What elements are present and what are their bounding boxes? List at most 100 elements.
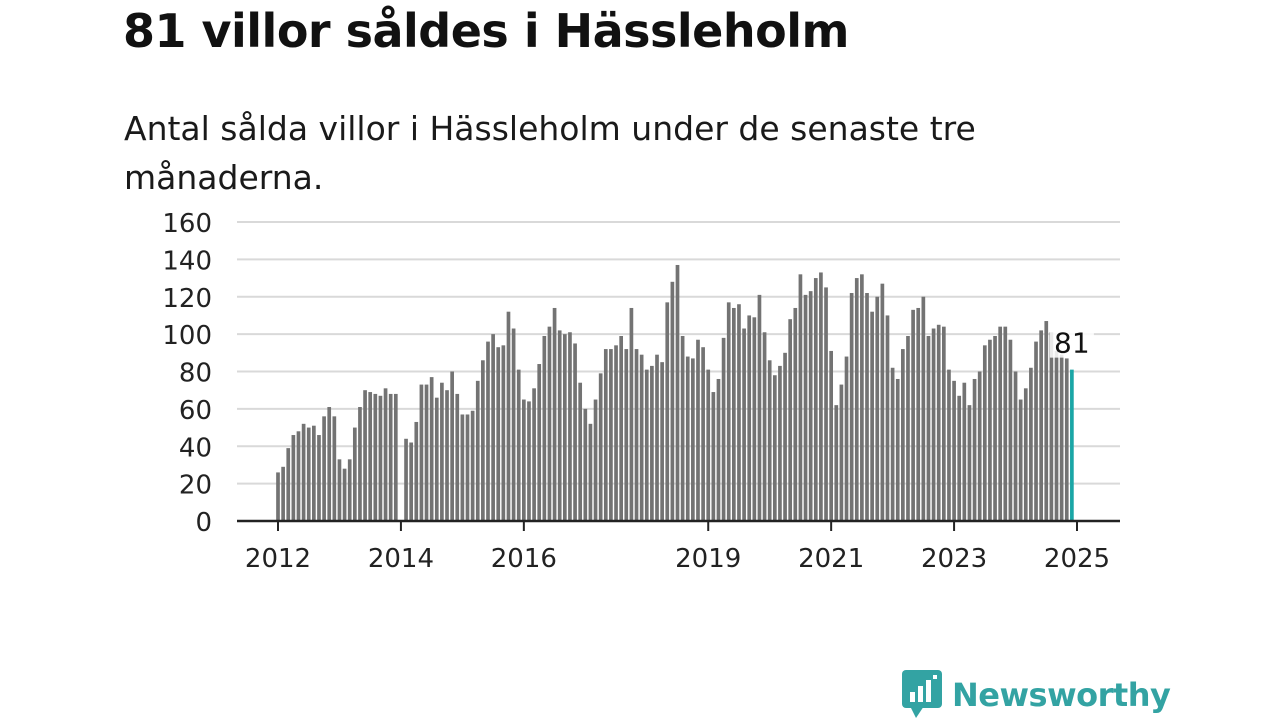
bar (1003, 326, 1008, 521)
newsworthy-logo: Newsworthy (902, 668, 1171, 722)
bar (941, 326, 946, 521)
bar (568, 332, 572, 521)
bar (665, 302, 670, 521)
bar (849, 293, 854, 521)
y-tick-label: 160 (162, 209, 212, 239)
bar (296, 431, 301, 521)
x-tick-label: 2025 (1044, 544, 1110, 574)
x-tick-label: 2019 (675, 544, 741, 574)
bar (276, 472, 280, 521)
bar (414, 421, 419, 521)
bar (982, 345, 987, 521)
y-tick-label: 40 (179, 433, 212, 463)
bar (655, 354, 659, 521)
bar (834, 405, 839, 521)
bar (470, 410, 475, 521)
bar (829, 350, 833, 521)
bar (865, 293, 869, 521)
bar (619, 335, 624, 521)
bar (363, 390, 367, 521)
bar (752, 317, 757, 521)
bar (455, 393, 460, 521)
bar (460, 414, 465, 521)
bar (286, 448, 291, 521)
bar (742, 328, 746, 521)
bar (491, 334, 495, 521)
bar (767, 360, 772, 521)
bar (885, 315, 890, 521)
bar (496, 347, 501, 521)
bar (660, 362, 664, 521)
bar (747, 315, 752, 521)
bar (629, 307, 634, 521)
bar (373, 393, 378, 521)
bar (419, 384, 424, 521)
bar (813, 278, 818, 521)
bar (598, 373, 603, 521)
bar (670, 281, 675, 521)
bar (424, 384, 429, 521)
bar (465, 414, 470, 521)
bar (429, 377, 434, 521)
bar (573, 343, 577, 521)
bar (1059, 354, 1064, 521)
bar (547, 326, 552, 521)
axes: 0 20 40 60 80 100 120 140 160 2012 2014 2016 2019 202… (162, 209, 1120, 574)
bar (614, 345, 618, 521)
bar (481, 360, 485, 521)
logo-text: Newsworthy (952, 676, 1171, 714)
bar (972, 378, 977, 521)
bar (993, 335, 997, 521)
bar (824, 287, 828, 521)
x-tick-label: 2012 (245, 544, 311, 574)
bar (962, 382, 967, 521)
bar (957, 395, 962, 521)
x-tick-label: 2014 (368, 544, 434, 574)
bar (486, 341, 490, 521)
annotation-label: 81 (1054, 327, 1090, 360)
bar (511, 328, 516, 521)
bar (342, 468, 347, 521)
bar (332, 416, 337, 521)
bar (721, 337, 726, 521)
bar (793, 307, 798, 521)
bar (706, 369, 711, 521)
bar (895, 378, 900, 521)
bar (557, 330, 562, 521)
bar (890, 367, 895, 521)
bar (675, 264, 680, 521)
y-tick-label: 20 (179, 471, 212, 501)
bar (450, 371, 454, 521)
bar (644, 369, 649, 521)
bar (1018, 399, 1023, 521)
bar (731, 307, 736, 521)
y-tick-label: 0 (195, 508, 212, 538)
x-tick-label: 2016 (491, 544, 557, 574)
bar (445, 390, 449, 521)
bar (352, 427, 357, 521)
bar (306, 427, 311, 521)
annotation-background (1049, 323, 1094, 358)
bar (358, 407, 362, 521)
bar (778, 365, 782, 521)
bar (506, 311, 511, 521)
bar (301, 423, 306, 521)
bar (762, 332, 767, 521)
bar (378, 395, 383, 521)
bar (952, 380, 956, 521)
bar (388, 393, 393, 521)
bar (696, 339, 700, 521)
bar (737, 304, 741, 521)
bar (1054, 350, 1059, 521)
bar (772, 375, 777, 521)
x-tick-label: 2021 (798, 544, 864, 574)
highlight-bar (1070, 369, 1074, 521)
bar (522, 399, 526, 521)
bar (527, 401, 531, 521)
bar (783, 352, 787, 521)
bar (501, 345, 506, 521)
bar (998, 326, 1003, 521)
bar (808, 291, 813, 521)
bar (1029, 367, 1033, 521)
